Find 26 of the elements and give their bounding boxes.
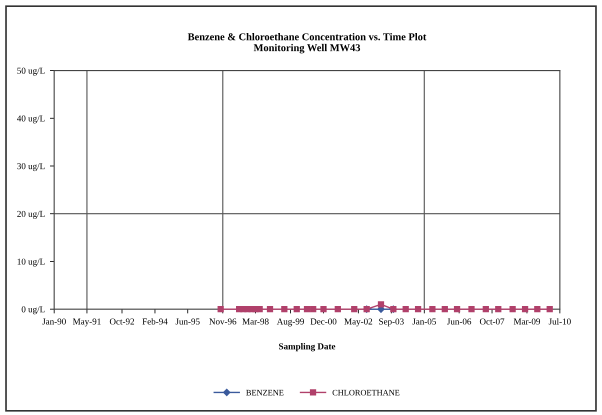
x-tick-label: Mar-09: [514, 318, 540, 325]
x-tick-label: Sep-03: [379, 318, 404, 326]
y-tick-label: 0 ug/L: [22, 306, 45, 314]
x-tick-label: Dec-00: [310, 318, 336, 325]
x-tick-label: May-91: [72, 318, 101, 326]
chart-title: Benzene & Chloroethane Concentration vs. Time Plot Monitoring Well MW43: [188, 32, 426, 54]
legend-label: BENZENE: [246, 390, 284, 396]
x-tick-label: Nov-96: [209, 318, 236, 325]
x-tick-label: Jul-10: [548, 318, 571, 325]
x-tick-label: Aug-99: [276, 318, 304, 326]
x-tick-label: Jun-06: [447, 318, 472, 325]
x-tick-label: Oct-92: [110, 318, 134, 325]
x-tick-label: Feb-94: [142, 318, 168, 325]
legend-label: CHLOROETHANE: [332, 390, 400, 396]
x-tick-label: Jun-95: [176, 318, 200, 325]
y-tick-label: 40 ug/L: [16, 115, 45, 124]
y-tick-label: 30 ug/L: [17, 163, 45, 172]
y-tick-label: 10 ug/L: [18, 258, 45, 267]
x-tick-label: Oct-07: [480, 318, 504, 325]
y-tick-label: 20 ug/L: [17, 210, 45, 219]
x-tick-label: May-02: [344, 318, 372, 326]
x-tick-label: Jan-05: [412, 318, 436, 325]
x-tick-label: Jan-90: [42, 318, 66, 325]
x-axis-title: Sampling Date: [279, 343, 336, 352]
x-tick-label: Mar-98: [242, 318, 269, 325]
y-tick-label: 50 ug/L: [17, 68, 45, 76]
